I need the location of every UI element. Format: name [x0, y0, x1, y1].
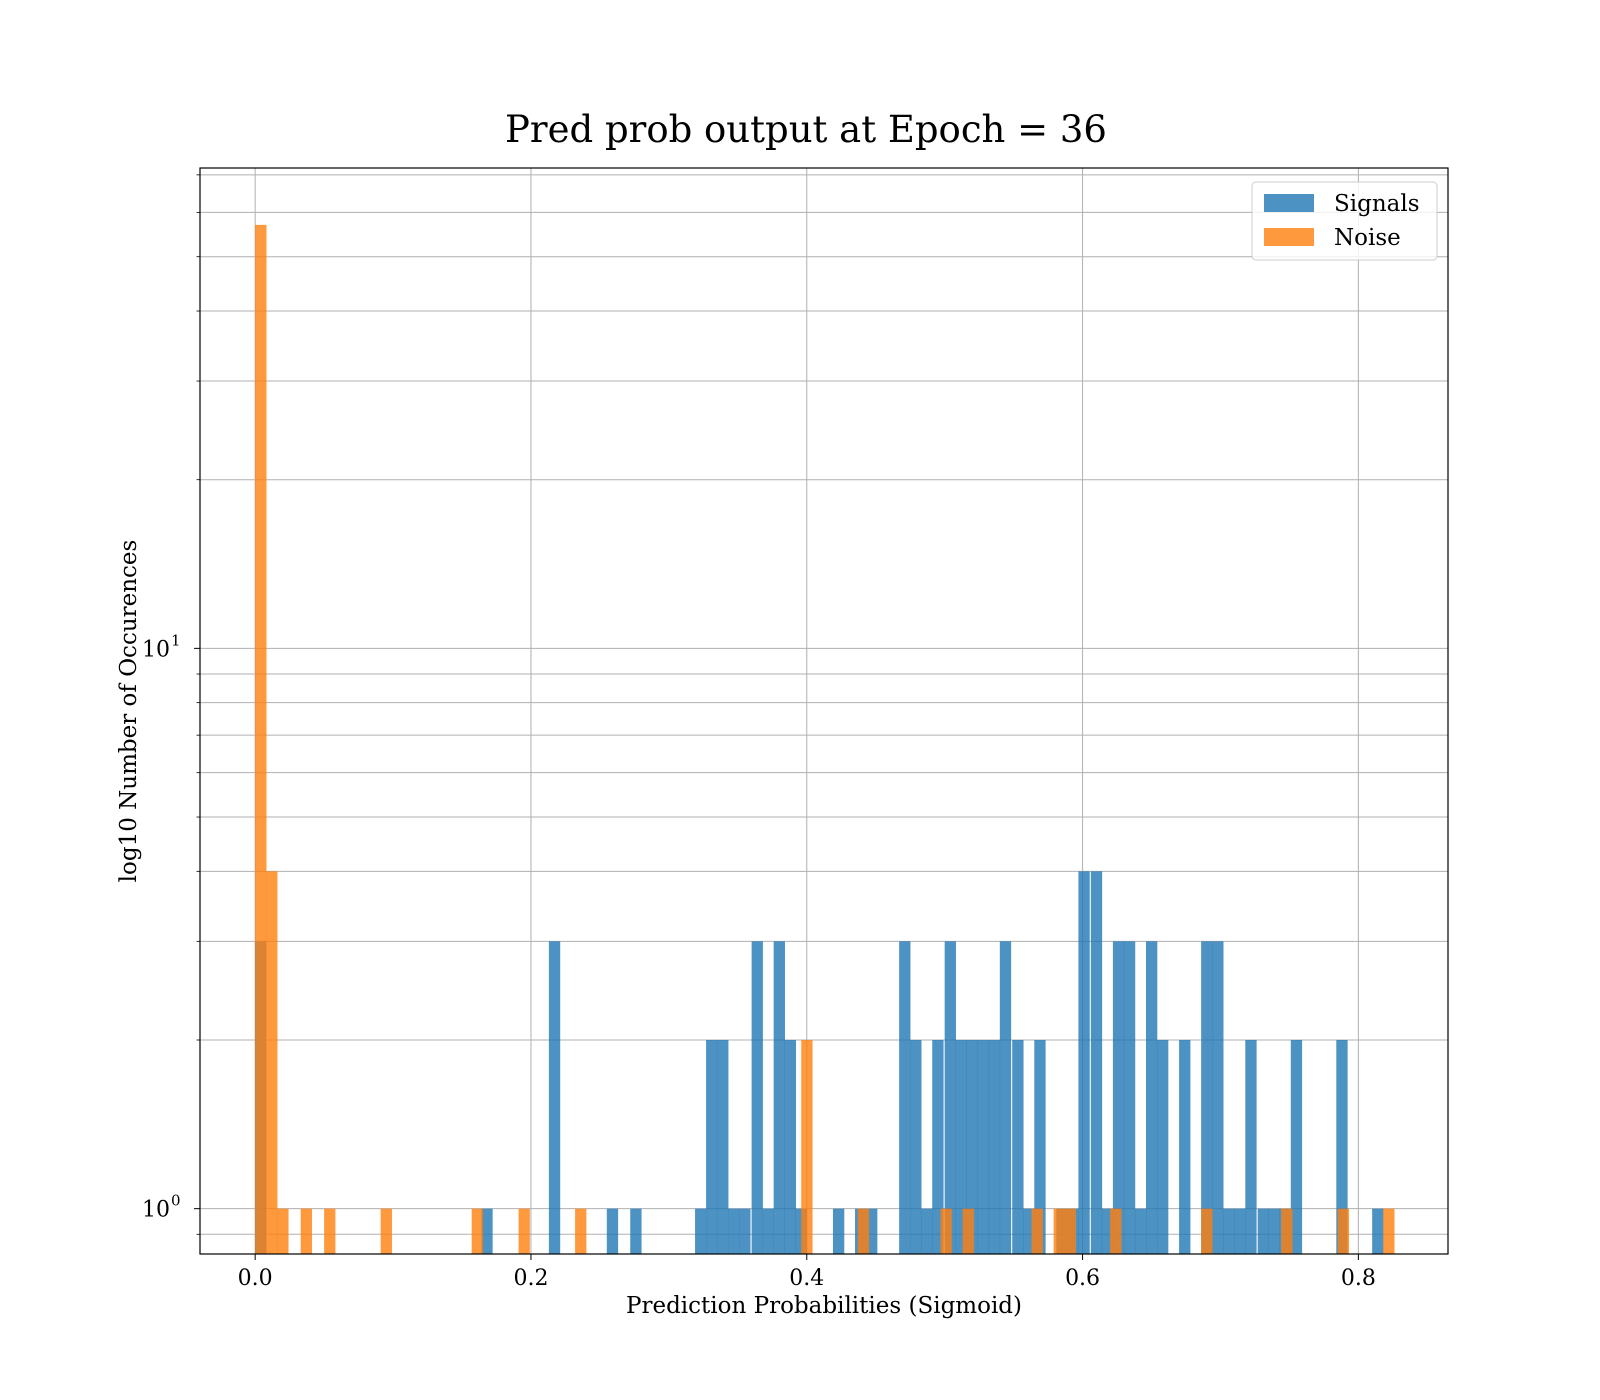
- x-tick-label-1: 0.2: [513, 1266, 548, 1291]
- noise-bar-8: [575, 1208, 587, 1254]
- signals-bar-2: [548, 941, 561, 1254]
- signals-bar-36: [1112, 941, 1125, 1254]
- signals-bar-48: [1268, 1208, 1281, 1254]
- signals-bar-41: [1179, 1039, 1191, 1254]
- signals-bar-13: [784, 1039, 797, 1254]
- x-axis-label: Prediction Probabilities (Sigmoid): [626, 1293, 1022, 1319]
- noise-bar-14: [1053, 1208, 1065, 1254]
- signals-bar-24: [966, 1039, 979, 1254]
- noise-bar-6: [471, 1208, 483, 1254]
- noise-bar-12: [962, 1208, 974, 1254]
- noise-bar-20: [1383, 1208, 1395, 1254]
- noise-bar-9: [801, 1039, 813, 1254]
- x-tick-label-2: 0.4: [789, 1266, 824, 1291]
- chart-title: Pred prob output at Epoch = 36: [505, 108, 1107, 151]
- signals-bar-46: [1245, 1039, 1257, 1254]
- signals-bar-15: [832, 1208, 845, 1254]
- signals-bar-38: [1134, 1208, 1147, 1254]
- y-tick-label-0: 10: [142, 1198, 170, 1223]
- legend-swatch-signals: [1264, 194, 1314, 212]
- signals-bar-42: [1201, 941, 1213, 1254]
- signals-bar-20: [921, 1208, 933, 1254]
- signals-bar-35: [1101, 1208, 1114, 1254]
- signals-bar-9: [739, 1208, 751, 1254]
- signals-bar-11: [762, 1208, 774, 1254]
- signals-bar-22: [944, 941, 956, 1254]
- noise-bar-11: [940, 1208, 952, 1254]
- noise-bar-15: [1064, 1208, 1076, 1254]
- signals-bar-33: [1078, 871, 1090, 1254]
- noise-bar-5: [380, 1208, 392, 1254]
- signals-bar-27: [999, 941, 1012, 1254]
- signals-bar-5: [695, 1208, 707, 1254]
- noise-bar-17: [1201, 1208, 1213, 1254]
- noise-bar-7: [518, 1208, 530, 1254]
- signals-bar-17: [866, 1208, 878, 1254]
- signals-series: [255, 871, 1384, 1254]
- signals-bar-7: [717, 1039, 729, 1254]
- x-tick-label-3: 0.6: [1065, 1266, 1100, 1291]
- signals-bar-6: [706, 1039, 718, 1254]
- signals-bar-23: [955, 1039, 968, 1254]
- x-tick-label-0: 0.0: [238, 1266, 273, 1291]
- noise-bar-4: [324, 1208, 336, 1254]
- signals-bar-47: [1257, 1208, 1270, 1254]
- y-tick-label-1: 10: [142, 637, 170, 662]
- signals-bar-12: [773, 941, 785, 1254]
- signals-bar-25: [977, 1039, 990, 1254]
- signals-bar-8: [728, 1208, 740, 1254]
- signals-bar-37: [1123, 941, 1136, 1254]
- noise-bar-18: [1281, 1208, 1293, 1254]
- signals-bar-30: [1034, 1039, 1046, 1254]
- signals-bar-10: [751, 941, 763, 1254]
- noise-series: [255, 224, 1395, 1254]
- signals-bar-28: [1012, 1039, 1024, 1254]
- noise-bar-19: [1337, 1208, 1349, 1254]
- plot-frame: [199, 167, 1449, 1255]
- signals-bar-44: [1223, 1208, 1235, 1254]
- signals-bar-4: [630, 1208, 642, 1254]
- legend-label-signals: Signals: [1334, 191, 1420, 217]
- signals-bar-26: [988, 1039, 1001, 1254]
- signals-bar-34: [1090, 871, 1103, 1254]
- signals-bar-39: [1145, 941, 1158, 1254]
- y-tick-exponent-0: 0: [171, 1192, 181, 1210]
- signals-bar-50: [1290, 1039, 1303, 1254]
- y-axis-label: log10 Number of Occurences: [116, 540, 142, 883]
- signals-bar-3: [606, 1208, 619, 1254]
- noise-bar-3: [300, 1208, 312, 1254]
- noise-bar-13: [1031, 1208, 1043, 1254]
- signals-bar-51: [1336, 1039, 1348, 1254]
- grid-lines: [200, 168, 1448, 1254]
- noise-bar-16: [1110, 1208, 1122, 1254]
- x-tick-label-4: 0.8: [1341, 1266, 1376, 1291]
- signals-bar-18: [899, 941, 911, 1254]
- legend-label-noise: Noise: [1334, 225, 1401, 251]
- legend-swatch-noise: [1264, 228, 1314, 246]
- noise-bar-2: [277, 1208, 289, 1254]
- signals-bar-43: [1212, 941, 1224, 1254]
- signals-bar-1: [481, 1208, 493, 1254]
- legend: Signals Noise: [1251, 181, 1438, 261]
- noise-bar-10: [857, 1208, 870, 1254]
- noise-bar-0: [255, 224, 267, 1254]
- y-tick-exponent-1: 1: [171, 631, 181, 649]
- signals-bar-45: [1234, 1208, 1246, 1254]
- signals-bar-40: [1157, 1039, 1169, 1254]
- signals-bar-21: [932, 1039, 944, 1254]
- x-axis-ticks: 0.0 0.2 0.4 0.6 0.8: [238, 1254, 1376, 1291]
- noise-bar-1: [266, 871, 278, 1254]
- signals-bar-29: [1023, 1208, 1035, 1254]
- signals-bar-19: [910, 1039, 922, 1254]
- signals-bar-52: [1372, 1208, 1384, 1254]
